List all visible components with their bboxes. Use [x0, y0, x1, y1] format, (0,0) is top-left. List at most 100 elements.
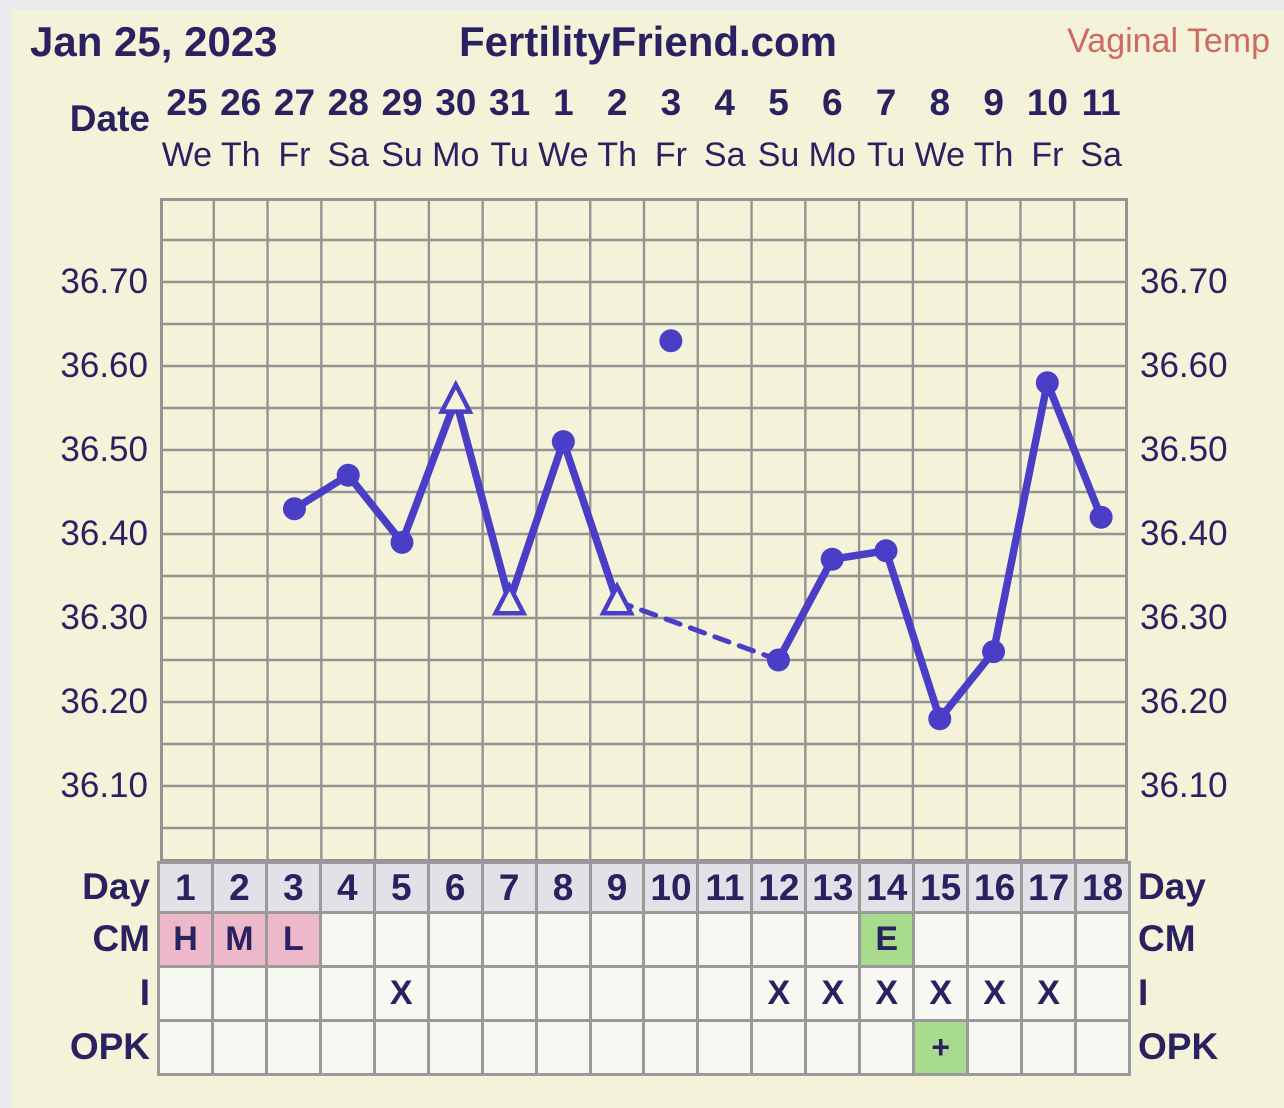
date-cell: 31 [489, 82, 531, 123]
y-tick-label-left: 36.60 [60, 346, 148, 385]
cm-cell: L [267, 914, 319, 965]
opk-cell [969, 1022, 1021, 1073]
weekday-cell: Th [597, 136, 637, 174]
temp-point-circle [820, 547, 844, 571]
i-cell [483, 968, 535, 1019]
date-cell: 29 [381, 82, 423, 123]
weekday-cell: Su [757, 136, 800, 174]
temp-point-circle [928, 707, 952, 731]
i-cell [213, 968, 265, 1019]
i-cell: X [753, 968, 805, 1019]
day-cell: 8 [537, 864, 589, 911]
opk-cell [483, 1022, 535, 1073]
y-tick-label-left: 36.10 [60, 766, 148, 805]
date-cell: 9 [983, 82, 1004, 123]
opk-cell [429, 1022, 481, 1073]
opk-cell: + [915, 1022, 967, 1073]
opk-cell [645, 1022, 697, 1073]
weekday-cell: We [161, 136, 213, 174]
cm-cell [375, 914, 427, 965]
weekday-cell: Th [973, 136, 1014, 174]
day-cell: 13 [807, 864, 859, 911]
opk-cell [537, 1022, 589, 1073]
day-cell: 4 [321, 864, 373, 911]
cm-cell: E [861, 914, 913, 965]
opk-cell [1023, 1022, 1075, 1073]
y-tick-label-right: 36.40 [1140, 514, 1228, 553]
y-tick-label-left: 36.20 [60, 682, 148, 721]
temp-point-circle [874, 539, 898, 563]
date-cell: 2 [606, 82, 628, 123]
day-cell: 7 [483, 864, 535, 911]
y-tick-label-right: 36.50 [1140, 430, 1228, 469]
date-cell: 1 [553, 82, 574, 123]
cm-cell [915, 914, 967, 965]
cm-cell [753, 914, 805, 965]
weekday-cell: We [538, 136, 589, 174]
cm-cell [429, 914, 481, 965]
cm-cell: M [213, 914, 265, 965]
opk-row-label-right: OPK [1138, 1026, 1219, 1067]
i-cell [699, 968, 751, 1019]
cm-cell [483, 914, 535, 965]
temp-point-circle [1035, 371, 1059, 395]
weekday-cell: Mo [432, 136, 480, 174]
opk-cell [699, 1022, 751, 1073]
date-cell: 6 [821, 82, 843, 123]
temp-point-circle [282, 497, 306, 521]
opk-cell [753, 1022, 805, 1073]
site-logo-text: FertilityFriend.com [458, 18, 838, 65]
opk-cell [807, 1022, 859, 1073]
temp-point-circle [390, 530, 414, 554]
y-tick-label-right: 36.70 [1140, 262, 1228, 301]
chart-start-date: Jan 25, 2023 [30, 18, 278, 65]
temp-point-circle [336, 463, 360, 487]
i-cell [429, 968, 481, 1019]
temp-chart-svg [160, 198, 1128, 862]
temp-type-label: Vaginal Temp [1067, 22, 1270, 60]
day-cell: 15 [915, 864, 967, 911]
date-cell: 11 [1081, 82, 1121, 123]
date-cell: 25 [166, 82, 208, 123]
weekday-cell: Tu [490, 136, 529, 174]
day-cell: 16 [969, 864, 1021, 911]
opk-cell [321, 1022, 373, 1073]
cm-cell [969, 914, 1021, 965]
bottom-table: 1 2 3 4 5 6 7 8 9 10 11 12 13 14 15 16 17 18 H M L E X X X X X X X + [157, 861, 1131, 1076]
i-cell [591, 968, 643, 1019]
temp-point-circle [982, 640, 1006, 664]
day-cell: 17 [1023, 864, 1075, 911]
day-cell: 1 [160, 864, 211, 911]
temp-line-dashed [614, 598, 781, 663]
opk-cell [591, 1022, 643, 1073]
weekday-cell: We [914, 136, 966, 174]
temp-point-triangle-open [599, 581, 635, 616]
weekday-cell: Fr [654, 136, 687, 174]
opk-cell [267, 1022, 319, 1073]
cm-cell [807, 914, 859, 965]
temp-point-circle [659, 329, 683, 353]
date-cell: 26 [220, 82, 262, 123]
temp-point-circle [1089, 505, 1113, 529]
weekday-row: We Th Fr Sa Su Mo Tu We Th Fr Sa Su Mo Tu We Th Fr Sa [160, 136, 1128, 175]
weekday-cell: Mo [808, 136, 856, 174]
day-cell: 14 [861, 864, 913, 911]
opk-cell [213, 1022, 265, 1073]
opk-row-label-left: OPK [69, 1026, 150, 1067]
i-cell: X [861, 968, 913, 1019]
y-tick-label-left: 36.50 [60, 430, 148, 469]
i-cell: X [1023, 968, 1075, 1019]
cm-cell: H [160, 914, 211, 965]
y-tick-label-right: 36.60 [1140, 346, 1228, 385]
i-cell [321, 968, 373, 1019]
y-tick-label-left: 36.70 [60, 262, 148, 301]
date-cell: 8 [929, 82, 951, 123]
day-row-label-left: Day [82, 866, 150, 907]
temp-line-solid [290, 395, 621, 605]
opk-cell [861, 1022, 913, 1073]
i-cell [1077, 968, 1128, 1019]
cm-cell [699, 914, 751, 965]
day-cell: 2 [213, 864, 265, 911]
weekday-cell: Th [220, 136, 261, 174]
